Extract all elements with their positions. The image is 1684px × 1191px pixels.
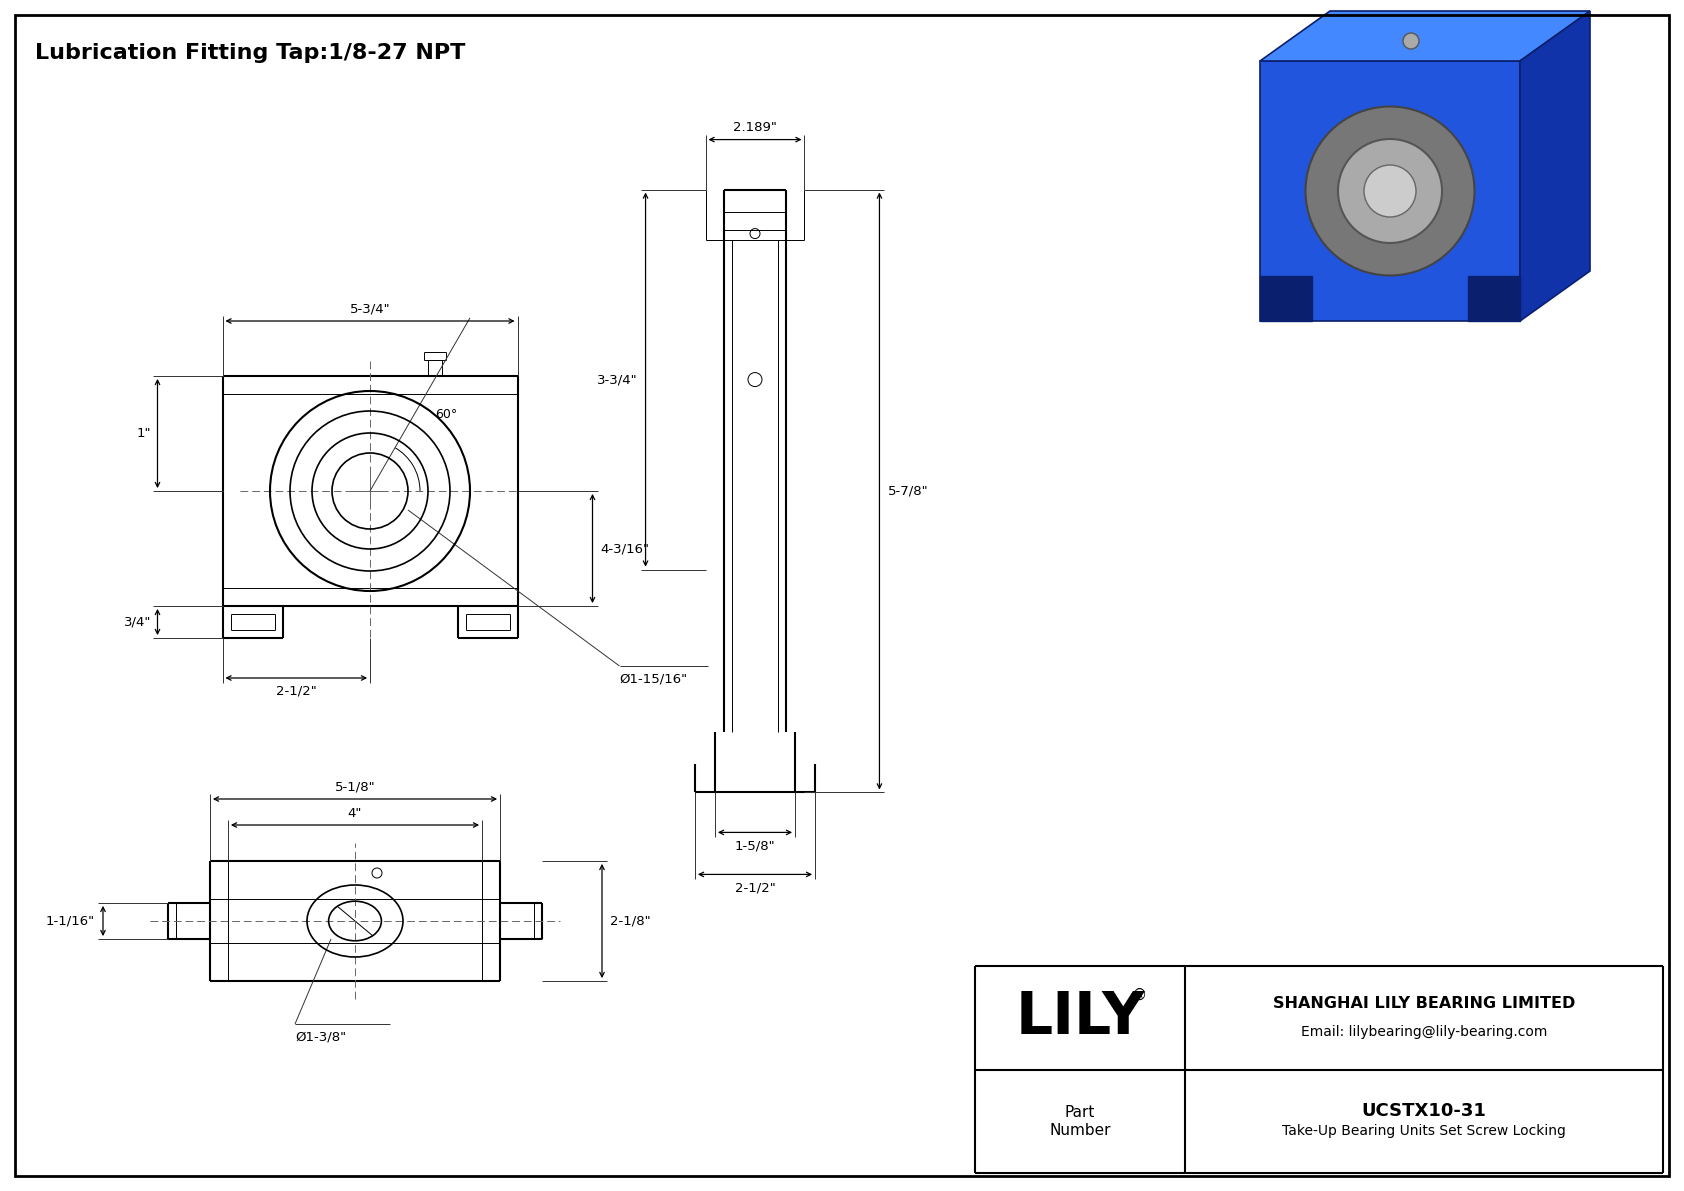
Polygon shape <box>1521 11 1590 322</box>
Text: Part: Part <box>1064 1105 1095 1120</box>
Text: 3/4": 3/4" <box>125 616 152 629</box>
Polygon shape <box>1468 275 1521 322</box>
Text: 3-3/4": 3-3/4" <box>596 373 638 386</box>
Polygon shape <box>1260 275 1312 322</box>
Polygon shape <box>1260 61 1521 322</box>
Text: 60°: 60° <box>434 409 458 420</box>
Text: Number: Number <box>1049 1123 1111 1137</box>
Text: Email: lilybearing@lily-bearing.com: Email: lilybearing@lily-bearing.com <box>1300 1024 1548 1039</box>
Text: Take-Up Bearing Units Set Screw Locking: Take-Up Bearing Units Set Screw Locking <box>1282 1124 1566 1139</box>
Circle shape <box>1403 33 1420 49</box>
Text: 5-7/8": 5-7/8" <box>887 485 928 498</box>
Text: ®: ® <box>1132 989 1147 1003</box>
Text: 5-3/4": 5-3/4" <box>350 303 391 314</box>
Text: 4": 4" <box>349 807 362 819</box>
Text: 5-1/8": 5-1/8" <box>335 780 376 793</box>
Text: 2-1/2": 2-1/2" <box>276 685 317 698</box>
Text: 2.189": 2.189" <box>733 120 776 133</box>
Polygon shape <box>1260 11 1590 61</box>
Circle shape <box>1305 106 1475 275</box>
Circle shape <box>1364 166 1416 217</box>
Text: 1": 1" <box>136 428 152 439</box>
Text: 4-3/16": 4-3/16" <box>601 542 650 555</box>
Text: 1-1/16": 1-1/16" <box>45 915 94 928</box>
Circle shape <box>1339 139 1442 243</box>
Text: Lubrication Fitting Tap:1/8-27 NPT: Lubrication Fitting Tap:1/8-27 NPT <box>35 43 465 63</box>
Text: LILY: LILY <box>1015 990 1145 1046</box>
Text: 2-1/2": 2-1/2" <box>734 881 775 894</box>
Text: UCSTX10-31: UCSTX10-31 <box>1362 1102 1487 1121</box>
Text: Ø1-3/8": Ø1-3/8" <box>295 1031 347 1045</box>
Text: SHANGHAI LILY BEARING LIMITED: SHANGHAI LILY BEARING LIMITED <box>1273 996 1575 1011</box>
Text: Ø1-15/16": Ø1-15/16" <box>620 673 687 686</box>
Text: 2-1/8": 2-1/8" <box>610 915 650 928</box>
Text: 1-5/8": 1-5/8" <box>734 840 775 853</box>
